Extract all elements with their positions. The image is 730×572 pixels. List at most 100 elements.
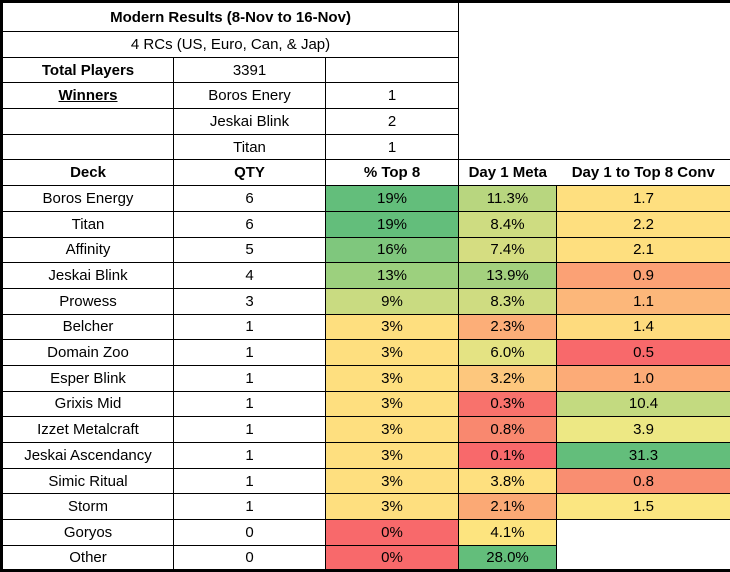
day1-meta-cell: 8.3% bbox=[459, 288, 557, 314]
day1-meta-cell: 0.3% bbox=[459, 391, 557, 417]
day1-meta-cell: 2.1% bbox=[459, 494, 557, 520]
col-header-day1-meta: Day 1 Meta bbox=[459, 160, 557, 186]
deck-name-cell: Izzet Metalcraft bbox=[2, 417, 174, 443]
top8-cell: 9% bbox=[326, 288, 459, 314]
col-header-qty: QTY bbox=[174, 160, 326, 186]
column-header-row: Deck QTY % Top 8 Day 1 Meta Day 1 to Top… bbox=[2, 160, 730, 186]
qty-cell: 5 bbox=[174, 237, 326, 263]
deck-name-cell: Other bbox=[2, 545, 174, 571]
winners-label: Winners bbox=[2, 83, 174, 109]
top8-cell: 0% bbox=[326, 520, 459, 546]
day1-meta-cell: 0.1% bbox=[459, 443, 557, 469]
winner-count: 1 bbox=[326, 83, 459, 109]
empty-top-right-region bbox=[459, 2, 730, 160]
qty-cell: 1 bbox=[174, 391, 326, 417]
day1-conv-cell: 1.7 bbox=[557, 186, 730, 212]
day1-conv-cell: 10.4 bbox=[557, 391, 730, 417]
deck-name-cell: Jeskai Blink bbox=[2, 263, 174, 289]
day1-meta-cell: 3.8% bbox=[459, 468, 557, 494]
total-players-label: Total Players bbox=[2, 57, 174, 83]
day1-meta-cell: 13.9% bbox=[459, 263, 557, 289]
deck-name-cell: Belcher bbox=[2, 314, 174, 340]
col-header-day1-conv: Day 1 to Top 8 Conv bbox=[557, 160, 730, 186]
deck-name-cell: Prowess bbox=[2, 288, 174, 314]
deck-name-cell: Simic Ritual bbox=[2, 468, 174, 494]
top8-cell: 19% bbox=[326, 186, 459, 212]
deck-name-cell: Jeskai Ascendancy bbox=[2, 443, 174, 469]
deck-name-cell: Titan bbox=[2, 211, 174, 237]
day1-meta-cell: 2.3% bbox=[459, 314, 557, 340]
deck-name-cell: Goryos bbox=[2, 520, 174, 546]
winner-count: 2 bbox=[326, 109, 459, 135]
day1-conv-cell: 1.0 bbox=[557, 365, 730, 391]
empty-cell bbox=[326, 57, 459, 83]
deck-name-cell: Boros Energy bbox=[2, 186, 174, 212]
subtitle: 4 RCs (US, Euro, Can, & Jap) bbox=[2, 32, 459, 58]
top8-cell: 3% bbox=[326, 314, 459, 340]
day1-meta-cell: 7.4% bbox=[459, 237, 557, 263]
day1-conv-cell: 0.5 bbox=[557, 340, 730, 366]
day1-meta-cell: 4.1% bbox=[459, 520, 557, 546]
day1-conv-cell: 2.2 bbox=[557, 211, 730, 237]
winner-deck: Jeskai Blink bbox=[174, 109, 326, 135]
deck-name-cell: Grixis Mid bbox=[2, 391, 174, 417]
top8-cell: 3% bbox=[326, 443, 459, 469]
qty-cell: 1 bbox=[174, 443, 326, 469]
day1-conv-cell: 2.1 bbox=[557, 237, 730, 263]
top8-cell: 3% bbox=[326, 365, 459, 391]
day1-meta-cell: 11.3% bbox=[459, 186, 557, 212]
qty-cell: 1 bbox=[174, 468, 326, 494]
qty-cell: 1 bbox=[174, 314, 326, 340]
day1-meta-cell: 8.4% bbox=[459, 211, 557, 237]
day1-meta-cell: 0.8% bbox=[459, 417, 557, 443]
qty-cell: 3 bbox=[174, 288, 326, 314]
qty-cell: 0 bbox=[174, 520, 326, 546]
qty-cell: 1 bbox=[174, 365, 326, 391]
top8-cell: 3% bbox=[326, 340, 459, 366]
day1-conv-cell: 1.1 bbox=[557, 288, 730, 314]
qty-cell: 6 bbox=[174, 186, 326, 212]
top8-cell: 3% bbox=[326, 494, 459, 520]
top8-cell: 16% bbox=[326, 237, 459, 263]
deck-name-cell: Affinity bbox=[2, 237, 174, 263]
col-header-top8: % Top 8 bbox=[326, 160, 459, 186]
top8-cell: 3% bbox=[326, 417, 459, 443]
day1-meta-cell: 6.0% bbox=[459, 340, 557, 366]
deck-name-cell: Domain Zoo bbox=[2, 340, 174, 366]
winner-deck: Boros Enery bbox=[174, 83, 326, 109]
day1-conv-cell: 31.3 bbox=[557, 443, 730, 469]
top8-cell: 3% bbox=[326, 468, 459, 494]
qty-cell: 1 bbox=[174, 340, 326, 366]
qty-cell: 1 bbox=[174, 417, 326, 443]
empty-cell bbox=[2, 134, 174, 160]
day1-conv-cell: 1.4 bbox=[557, 314, 730, 340]
qty-cell: 1 bbox=[174, 494, 326, 520]
deck-name-cell: Esper Blink bbox=[2, 365, 174, 391]
title-row: Modern Results (8-Nov to 16-Nov) bbox=[2, 2, 730, 32]
top8-cell: 3% bbox=[326, 391, 459, 417]
day1-conv-cell: 0.9 bbox=[557, 263, 730, 289]
qty-cell: 0 bbox=[174, 545, 326, 571]
day1-meta-cell: 28.0% bbox=[459, 545, 557, 571]
day1-conv-cell: 1.5 bbox=[557, 494, 730, 520]
day1-conv-cell: 3.9 bbox=[557, 417, 730, 443]
winner-count: 1 bbox=[326, 134, 459, 160]
day1-meta-cell: 3.2% bbox=[459, 365, 557, 391]
day1-conv-cell: 0.8 bbox=[557, 468, 730, 494]
qty-cell: 6 bbox=[174, 211, 326, 237]
